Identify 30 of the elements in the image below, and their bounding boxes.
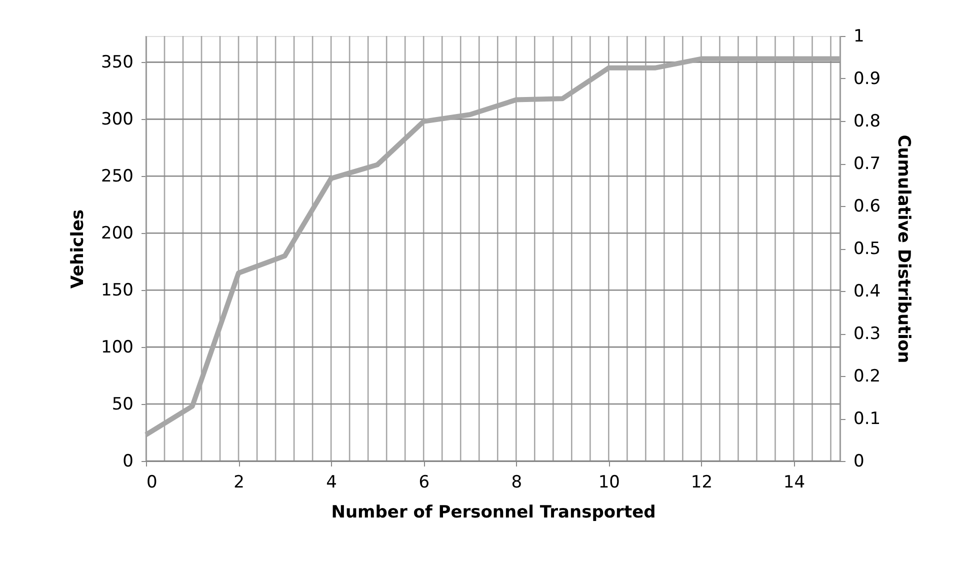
x-tick-label: 8 xyxy=(511,472,522,492)
y-tick-label: 150 xyxy=(101,280,134,301)
x-tick-label: 2 xyxy=(234,472,244,492)
x-axis-title: Number of Personnel Transported xyxy=(331,502,656,522)
y-tick-label: 0 xyxy=(122,452,134,472)
x-tick-label: 12 xyxy=(690,472,713,492)
y2-tick-label: 0.5 xyxy=(854,239,881,259)
y-tick-label: 350 xyxy=(101,52,134,73)
x-tick-label: 0 xyxy=(146,472,158,492)
x-tick-label: 6 xyxy=(418,472,430,492)
x-tick-label: 10 xyxy=(598,472,620,492)
y2-tick-label: 0.9 xyxy=(854,69,881,89)
y2-tick-label: 0.6 xyxy=(854,196,881,216)
y2-tick-label: 0.4 xyxy=(854,282,881,302)
y2-axis-title: Cumulative Distribution xyxy=(894,134,914,364)
y-axis-title: Vehicles xyxy=(68,209,88,289)
x-tick-label: 4 xyxy=(326,472,337,492)
y2-tick-label: 0.2 xyxy=(854,366,881,386)
y-tick-label: 200 xyxy=(101,224,134,244)
y2-tick-label: 0.8 xyxy=(854,112,881,132)
y2-tick-label: 0.1 xyxy=(854,409,881,429)
y-tick-label: 300 xyxy=(101,110,134,130)
y2-tick-label: 0.3 xyxy=(854,324,881,344)
y-tick-label: 50 xyxy=(112,394,134,415)
y-tick-label: 250 xyxy=(101,166,134,187)
x-tick-label: 14 xyxy=(783,472,806,492)
y-tick-label: 100 xyxy=(101,338,134,358)
y2-tick-label: 0 xyxy=(854,452,864,472)
y2-tick-label: 0.7 xyxy=(854,154,881,174)
y2-tick-label: 1 xyxy=(854,26,864,46)
